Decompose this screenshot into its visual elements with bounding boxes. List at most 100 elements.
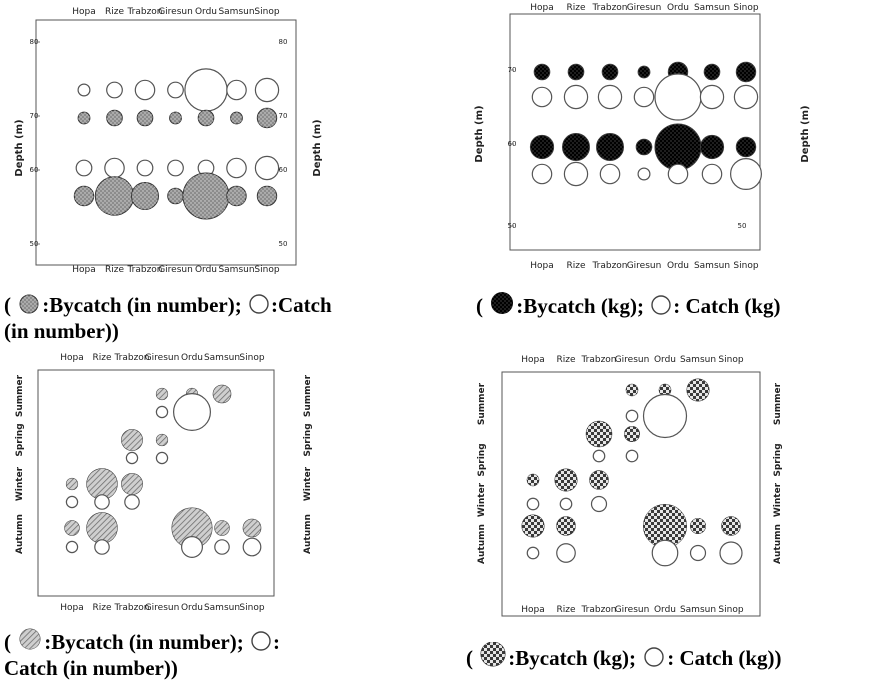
season-label: Autumn bbox=[15, 514, 25, 554]
x-tick-label-bottom: Giresun bbox=[158, 265, 193, 275]
chart-season-kg: HopaHopaRizeRizeTrabzonTrabzonGiresunGir… bbox=[477, 355, 783, 617]
panel-season-number: Hopa Hopa Rize Rize Trabzon Trabzon Giresun Gir… bbox=[0, 348, 440, 616]
catch-bubble bbox=[637, 167, 651, 181]
x-tick-label-top: Trabzon bbox=[591, 3, 627, 13]
catch-bubble bbox=[254, 77, 280, 103]
catch-bubble bbox=[104, 157, 125, 179]
season-label-right: Autumn bbox=[773, 524, 783, 564]
legend-open-paren: ( bbox=[476, 294, 483, 318]
catch-bubble bbox=[625, 449, 639, 463]
legend-bycatch-label: :Bycatch (in number); bbox=[44, 630, 244, 654]
bycatch-season-kg-swatch bbox=[480, 641, 506, 667]
bycatch-bubble-texture bbox=[602, 64, 618, 80]
catch-bubble bbox=[526, 497, 540, 511]
catch-bubble bbox=[625, 409, 639, 423]
x-tick-label-top: Rize bbox=[92, 353, 111, 363]
x-tick-label-top: Ordu bbox=[181, 353, 203, 363]
x-tick-label-top: Sinop bbox=[254, 7, 279, 17]
legend-catch-label-cont: Catch (in number)) bbox=[4, 656, 178, 680]
plot-frame bbox=[37, 369, 275, 597]
bycatch-bubble-texture bbox=[64, 520, 80, 536]
bycatch-bubble-texture bbox=[555, 469, 577, 491]
x-tick-label-top: Sinop bbox=[718, 355, 743, 365]
bycatch-bubble-texture bbox=[167, 188, 184, 204]
y-tick-label-right: 50 bbox=[738, 222, 747, 230]
catch-bubble bbox=[559, 497, 573, 511]
bycatch-bubble-texture bbox=[589, 470, 609, 490]
chart-season-number: HopaHopaRizeRizeTrabzonTrabzonGiresunGir… bbox=[15, 353, 313, 613]
bycatch-bubble-texture bbox=[66, 478, 78, 490]
bycatch-bubble-texture bbox=[556, 516, 576, 536]
bycatch-bubble-texture bbox=[243, 519, 261, 537]
bycatch-bubble-texture bbox=[74, 186, 94, 206]
x-tick-label-bottom: Hopa bbox=[530, 261, 554, 271]
catch-bubble bbox=[226, 157, 247, 179]
plot-frame bbox=[501, 371, 761, 617]
catch-swatch bbox=[651, 295, 671, 315]
bycatch-bubble-texture bbox=[721, 516, 741, 536]
x-tick-label-bottom: Samsun bbox=[694, 261, 730, 271]
bycatch-bubble-texture bbox=[169, 112, 182, 124]
x-tick-label-bottom: Sinop bbox=[733, 261, 758, 271]
x-tick-label-top: Hopa bbox=[72, 7, 96, 17]
x-tick-label-bottom: Rize bbox=[556, 605, 575, 615]
x-tick-label-bottom: Ordu bbox=[195, 265, 217, 275]
catch-bubble bbox=[77, 83, 91, 97]
bycatch-bubble-texture bbox=[137, 110, 153, 126]
x-tick-label-top: Trabzon bbox=[580, 355, 616, 365]
x-tick-label-top: Rize bbox=[556, 355, 575, 365]
x-tick-label-top: Sinop bbox=[733, 3, 758, 13]
x-tick-label-bottom: Samsun bbox=[680, 605, 716, 615]
catch-bubble bbox=[699, 84, 725, 110]
panel-depth-kg: Hopa Hopa Rize Rize Trabzon Trabzon Giresun Gir… bbox=[462, 0, 890, 285]
season-label: Summer bbox=[477, 382, 487, 425]
bycatch-bubble-texture bbox=[257, 108, 277, 128]
season-label-right: Winter bbox=[773, 482, 783, 517]
bycatch-bubble-texture bbox=[522, 515, 544, 537]
y-axis-label: Depth (m) bbox=[14, 119, 25, 176]
bycatch-bubble-texture bbox=[586, 421, 612, 447]
x-tick-label-top: Hopa bbox=[530, 3, 554, 13]
legend-catch-label: : bbox=[272, 630, 280, 654]
catch-bubble bbox=[689, 544, 707, 562]
legend-season-kg: ( :Bycatch (kg); : Catch (kg)) bbox=[466, 641, 782, 671]
bycatch-bubble-texture bbox=[624, 426, 640, 442]
x-tick-label-bottom: Sinop bbox=[718, 605, 743, 615]
catch-bubble bbox=[136, 159, 154, 177]
catch-bubble bbox=[214, 539, 230, 555]
catch-bubble bbox=[155, 405, 169, 419]
catch-bubble bbox=[667, 163, 689, 185]
bycatch-bubble-texture bbox=[230, 112, 243, 124]
catch-bubble bbox=[642, 393, 688, 439]
x-tick-label-bottom: Samsun bbox=[204, 603, 240, 613]
x-tick-label-bottom: Ordu bbox=[654, 605, 676, 615]
bycatch-bubble-texture bbox=[183, 173, 229, 219]
catch-bubble bbox=[173, 392, 212, 431]
x-tick-label-top: Giresun bbox=[627, 3, 662, 13]
x-tick-label-top: Trabzon bbox=[126, 7, 162, 17]
x-tick-label-top: Giresun bbox=[158, 7, 193, 17]
x-tick-label-top: Samsun bbox=[204, 353, 240, 363]
catch-bubble bbox=[590, 495, 608, 513]
catch-bubble bbox=[254, 155, 280, 181]
catch-bubble bbox=[184, 68, 228, 112]
x-tick-label-bottom: Trabzon bbox=[126, 265, 162, 275]
catch-bubble bbox=[155, 451, 169, 465]
catch-bubble bbox=[526, 546, 540, 560]
y-tick-label-right: 80 bbox=[279, 38, 288, 46]
bycatch-kg-swatch bbox=[491, 292, 514, 314]
x-tick-label-top: Samsun bbox=[680, 355, 716, 365]
bycatch-bubble-texture bbox=[106, 110, 123, 126]
bycatch-bubble-texture bbox=[596, 133, 624, 161]
x-tick-label-bottom: Giresun bbox=[145, 603, 180, 613]
x-tick-label-top: Rize bbox=[566, 3, 585, 13]
bycatch-bubble-texture bbox=[213, 385, 231, 403]
panel-season-kg: Hopa Hopa Rize Rize Trabzon Trabzon Giresun Gir… bbox=[462, 348, 890, 628]
legend-catch-label: : Catch (kg) bbox=[673, 294, 781, 318]
bycatch-bubble-texture bbox=[172, 508, 212, 548]
season-label-right: Summer bbox=[303, 374, 313, 417]
season-label-right: Spring bbox=[303, 423, 313, 456]
bycatch-bubble-texture bbox=[643, 504, 687, 548]
bycatch-bubble-texture bbox=[568, 64, 584, 80]
y-tick-label: 60 bbox=[30, 166, 39, 174]
